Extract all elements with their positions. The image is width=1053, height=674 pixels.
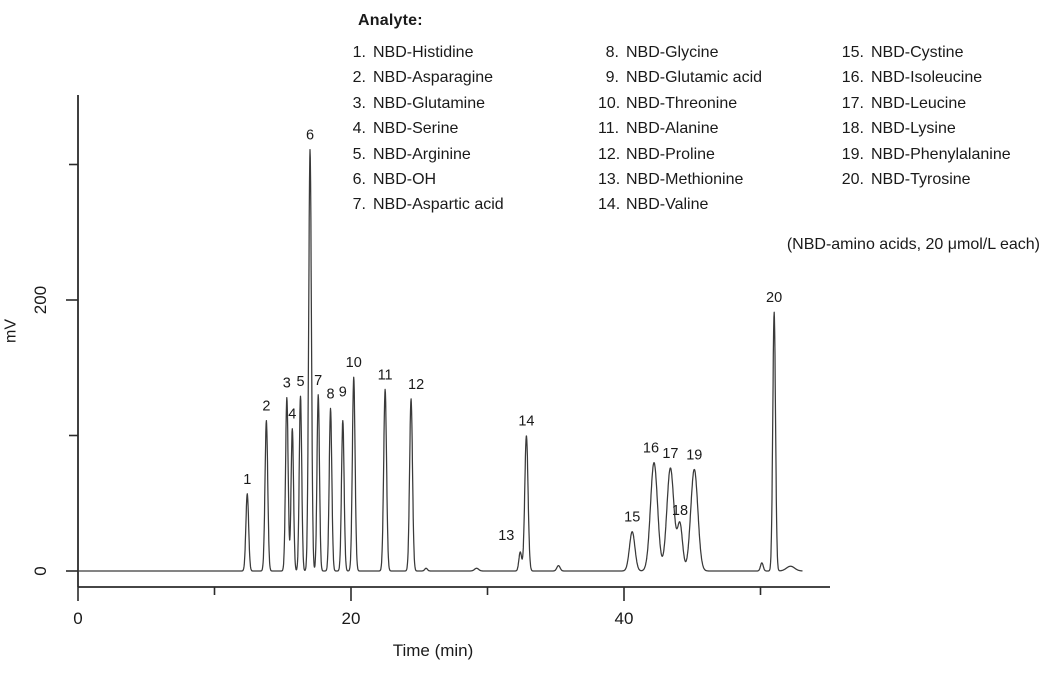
legend-item: 5. NBD-Arginine [340, 142, 504, 167]
legend-item-name: NBD-Glycine [626, 44, 719, 61]
legend-item-name: NBD-Valine [626, 196, 709, 214]
concentration-note: (NBD-amino acids, 20 μmol/L each) [786, 236, 1040, 253]
x-tick-label: 20 [342, 609, 361, 628]
legend-item: 7. NBD-Aspartic acid [340, 192, 504, 217]
legend-item-number: 14. [598, 196, 621, 214]
peak-label-3: 3 [283, 376, 291, 392]
legend-item: 3. NBD-Glutamine [340, 91, 504, 116]
legend-item: 12. NBD-Proline [598, 142, 762, 167]
legend-item-name: NBD-Tyrosine [871, 170, 971, 188]
legend-item-name: NBD-Glutamine [373, 94, 486, 112]
legend-item: 16. NBD-Isoleucine [838, 65, 1011, 90]
legend-item-name: NBD-Leucine [871, 94, 967, 112]
peak-label-6: 6 [306, 128, 314, 144]
legend-heading: Analyte: [358, 12, 423, 29]
peak-label-5: 5 [296, 374, 304, 390]
legend-item-number: 8. [605, 44, 619, 61]
legend-item: 17. NBD-Leucine [838, 91, 1011, 116]
peak-label-18: 18 [672, 503, 688, 519]
legend-item-number: 11. [598, 120, 620, 138]
legend-item: 20. NBD-Tyrosine [838, 167, 1011, 192]
legend-item-number: 4. [352, 120, 366, 138]
legend-item-number: 2. [352, 69, 366, 87]
legend-item-number: 10. [598, 94, 621, 112]
x-axis-title: Time (min) [393, 641, 474, 660]
legend-item-name: NBD-Aspartic acid [373, 196, 504, 214]
legend-item-name: NBD-Phenylalanine [871, 145, 1011, 163]
legend-item-number: 12. [598, 145, 621, 163]
peak-label-12: 12 [408, 377, 424, 393]
legend-item-number: 13. [598, 170, 621, 188]
peak-label-7: 7 [314, 373, 322, 389]
legend-item-number: 20. [841, 170, 864, 188]
legend-item: 6. NBD-OH [340, 167, 504, 192]
legend-item-number: 19. [841, 145, 864, 163]
legend-item: 19. NBD-Phenylalanine [838, 142, 1011, 167]
legend-item-number: 3. [352, 94, 366, 112]
legend-item-name: NBD-OH [373, 170, 437, 188]
legend-item: 8. NBD-Glycine [598, 40, 762, 65]
legend-item-number: 16. [841, 69, 864, 87]
legend-item-name: NBD-Methionine [626, 170, 744, 188]
x-tick-label: 0 [73, 609, 82, 628]
legend-item-number: 1. [352, 44, 366, 61]
peak-label-8: 8 [326, 386, 334, 402]
legend-column-3: 15. NBD-Cystine 16. NBD-Isoleucine 17. NBD-Le… [838, 40, 1011, 192]
y-tick-label: 200 [31, 286, 50, 314]
peak-label-1: 1 [243, 472, 251, 488]
x-tick-label: 40 [615, 609, 634, 628]
chromatogram-trace [77, 148, 803, 572]
peak-label-17: 17 [662, 446, 678, 462]
legend-item-name: NBD-Histidine [373, 44, 474, 61]
legend-item-name: NBD-Arginine [373, 145, 471, 163]
peak-label-11: 11 [378, 367, 393, 383]
legend-item-name: NBD-Serine [373, 120, 459, 138]
legend-column-1: 1. NBD-Histidine 2. NBD-Asparagine 3. NBD-Glu… [340, 40, 504, 218]
legend-item-number: 7. [352, 196, 366, 214]
peak-label-13: 13 [498, 528, 514, 544]
legend-item: 15. NBD-Cystine [838, 40, 1011, 65]
peak-label-10: 10 [346, 355, 362, 371]
legend-item-number: 9. [605, 69, 619, 87]
legend-item: 13. NBD-Methionine [598, 167, 762, 192]
peak-label-16: 16 [643, 441, 659, 457]
legend-item: 14. NBD-Valine [598, 192, 762, 217]
peak-label-20: 20 [766, 290, 782, 306]
legend-item-number: 18. [841, 120, 864, 138]
legend-item-name: NBD-Lysine [871, 120, 956, 138]
legend-item-name: NBD-Cystine [871, 44, 964, 61]
peak-label-14: 14 [518, 414, 534, 430]
legend-item-name: NBD-Glutamic acid [626, 69, 763, 87]
legend-item: 18. NBD-Lysine [838, 116, 1011, 141]
legend-item-number: 17. [841, 94, 864, 112]
legend-item-number: 15. [841, 44, 864, 61]
peak-label-15: 15 [624, 510, 640, 526]
peak-label-4: 4 [288, 407, 296, 423]
legend-item-name: NBD-Threonine [626, 94, 738, 112]
legend-item-number: 5. [352, 145, 366, 163]
y-axis-title: mV [3, 319, 20, 343]
legend-item-name: NBD-Alanine [626, 120, 719, 138]
legend-item: 9. NBD-Glutamic acid [598, 65, 762, 90]
peak-label-19: 19 [686, 447, 702, 463]
legend-column-2: 8. NBD-Glycine 9. NBD-Glutamic acid 10. NBD-T… [598, 40, 762, 218]
legend-item: 2. NBD-Asparagine [340, 65, 504, 90]
legend-item: 11. NBD-Alanine [598, 116, 762, 141]
legend-item: 1. NBD-Histidine [340, 40, 504, 65]
legend-item-name: NBD-Asparagine [373, 69, 494, 87]
peak-label-9: 9 [339, 385, 347, 401]
legend-item-name: NBD-Proline [626, 145, 715, 163]
legend-item-number: 6. [352, 170, 366, 188]
peak-label-2: 2 [262, 399, 270, 415]
y-tick-label: 0 [31, 566, 50, 575]
legend-item: 4. NBD-Serine [340, 116, 504, 141]
legend-item-name: NBD-Isoleucine [871, 69, 983, 87]
legend-item: 10. NBD-Threonine [598, 91, 762, 116]
